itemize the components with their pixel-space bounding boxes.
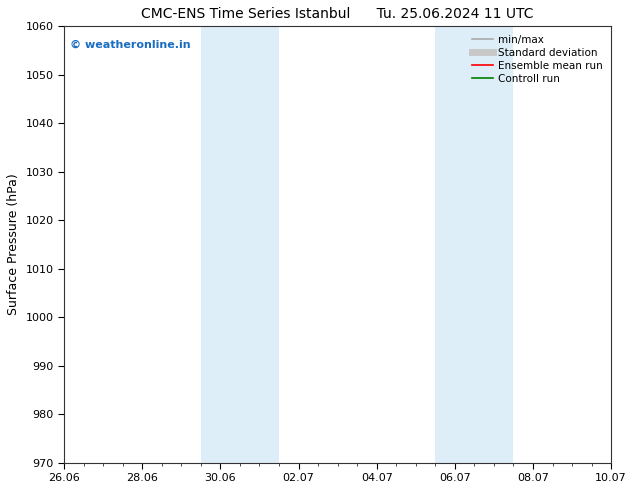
- Bar: [201, 26, 279, 463]
- Y-axis label: Surface Pressure (hPa): Surface Pressure (hPa): [7, 173, 20, 316]
- Legend: min/max, Standard deviation, Ensemble mean run, Controll run: min/max, Standard deviation, Ensemble me…: [469, 31, 606, 87]
- Title: CMC-ENS Time Series Istanbul      Tu. 25.06.2024 11 UTC: CMC-ENS Time Series Istanbul Tu. 25.06.2…: [141, 7, 534, 21]
- Bar: [436, 26, 514, 463]
- Text: © weatheronline.in: © weatheronline.in: [70, 39, 190, 49]
